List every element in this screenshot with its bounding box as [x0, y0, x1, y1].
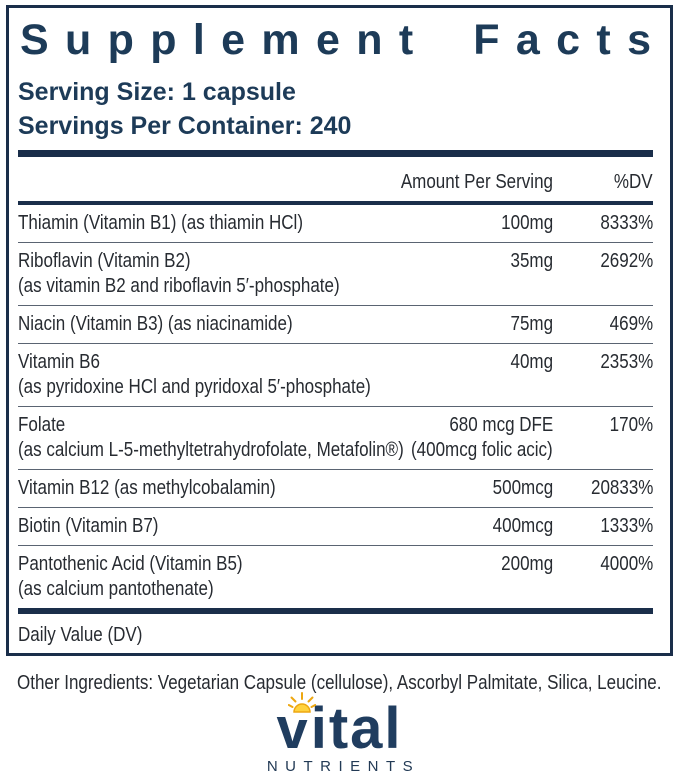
nutrient-dv: 2353%	[600, 351, 653, 373]
nutrient-row-pantothenic-acid: Pantothenic Acid (Vitamin B5) 200mg 4000…	[18, 546, 653, 608]
title-word-facts: Facts	[473, 16, 668, 64]
other-ingredients: Other Ingredients: Vegetarian Capsule (c…	[17, 672, 662, 694]
nutrient-dv: 1333%	[600, 515, 653, 537]
nutrient-subname: (as calcium L-5-methyltetrahydrofolate, …	[18, 439, 404, 461]
nutrient-name: Niacin (Vitamin B3) (as niacinamide)	[18, 313, 293, 335]
nutrient-amount: 200mg	[501, 553, 553, 575]
divider-thick-bottom	[18, 608, 653, 614]
nutrient-row-vitamin-b12: Vitamin B12 (as methylcobalamin) 500mcg …	[18, 470, 653, 508]
nutrient-amount: 35mg	[510, 250, 553, 272]
title-word-supplement: Supplement	[20, 16, 430, 64]
nutrient-dv: 20833%	[590, 477, 653, 499]
divider-thick-top	[18, 150, 653, 157]
nutrient-dv: 8333%	[600, 212, 653, 234]
nutrient-subname: (as vitamin B2 and riboflavin 5′-phospha…	[18, 275, 340, 297]
nutrient-amount-secondary: (400mcg folic acic)	[411, 439, 553, 461]
nutrient-name: Folate	[18, 414, 66, 436]
column-header-amount: Amount Per Serving	[400, 171, 553, 193]
sun-icon	[287, 692, 316, 713]
brand-wordmark: vital NUTRIENTS	[259, 692, 421, 775]
brand-subtext: NUTRIENTS	[266, 758, 421, 775]
brand-logo: vital NUTRIENTS	[0, 692, 679, 776]
panel-title: Supplement Facts	[20, 18, 651, 63]
nutrient-subname: (as pyridoxine HCl and pyridoxal 5′-phos…	[18, 376, 371, 398]
divider-under-header	[18, 201, 653, 205]
nutrient-row-vitamin-b6: Vitamin B6 40mg 2353% (as pyridoxine HCl…	[18, 344, 653, 407]
column-header-row: Amount Per Serving %DV	[18, 157, 653, 201]
serving-size: Serving Size: 1 capsule	[18, 78, 296, 106]
nutrient-name: Vitamin B12 (as methylcobalamin)	[18, 477, 276, 499]
column-header-dv: %DV	[614, 171, 653, 193]
nutrient-dv: 4000%	[600, 553, 653, 575]
servings-per-container: Servings Per Container: 240	[18, 112, 352, 140]
nutrient-row-thiamin: Thiamin (Vitamin B1) (as thiamin HCl) 10…	[18, 205, 653, 243]
nutrient-row-riboflavin: Riboflavin (Vitamin B2) 35mg 2692% (as v…	[18, 243, 653, 306]
nutrient-name: Vitamin B6	[18, 351, 100, 373]
nutrient-dv: 170%	[609, 414, 653, 436]
nutrient-dv: 469%	[609, 313, 653, 335]
nutrient-name: Riboflavin (Vitamin B2)	[18, 250, 191, 272]
nutrient-name: Biotin (Vitamin B7)	[18, 515, 159, 537]
nutrient-row-biotin: Biotin (Vitamin B7) 400mcg 1333%	[18, 508, 653, 546]
nutrient-name: Pantothenic Acid (Vitamin B5)	[18, 553, 243, 575]
nutrient-amount: 500mcg	[492, 477, 553, 499]
nutrient-amount: 680 mcg DFE	[449, 414, 553, 436]
nutrient-amount: 400mcg	[492, 515, 553, 537]
nutrient-name: Thiamin (Vitamin B1) (as thiamin HCl)	[18, 212, 303, 234]
nutrient-row-folate: Folate 680 mcg DFE 170% (as calcium L-5-…	[18, 407, 653, 470]
footnote-daily-value: Daily Value (DV)	[18, 624, 143, 646]
supplement-facts-panel: Supplement Facts Serving Size: 1 capsule…	[6, 5, 673, 656]
nutrient-amount: 75mg	[510, 313, 553, 335]
nutrient-amount: 40mg	[510, 351, 553, 373]
nutrient-amount: 100mg	[501, 212, 553, 234]
nutrient-subname: (as calcium pantothenate)	[18, 578, 214, 600]
nutrient-row-niacin: Niacin (Vitamin B3) (as niacinamide) 75m…	[18, 306, 653, 344]
nutrient-dv: 2692%	[600, 250, 653, 272]
